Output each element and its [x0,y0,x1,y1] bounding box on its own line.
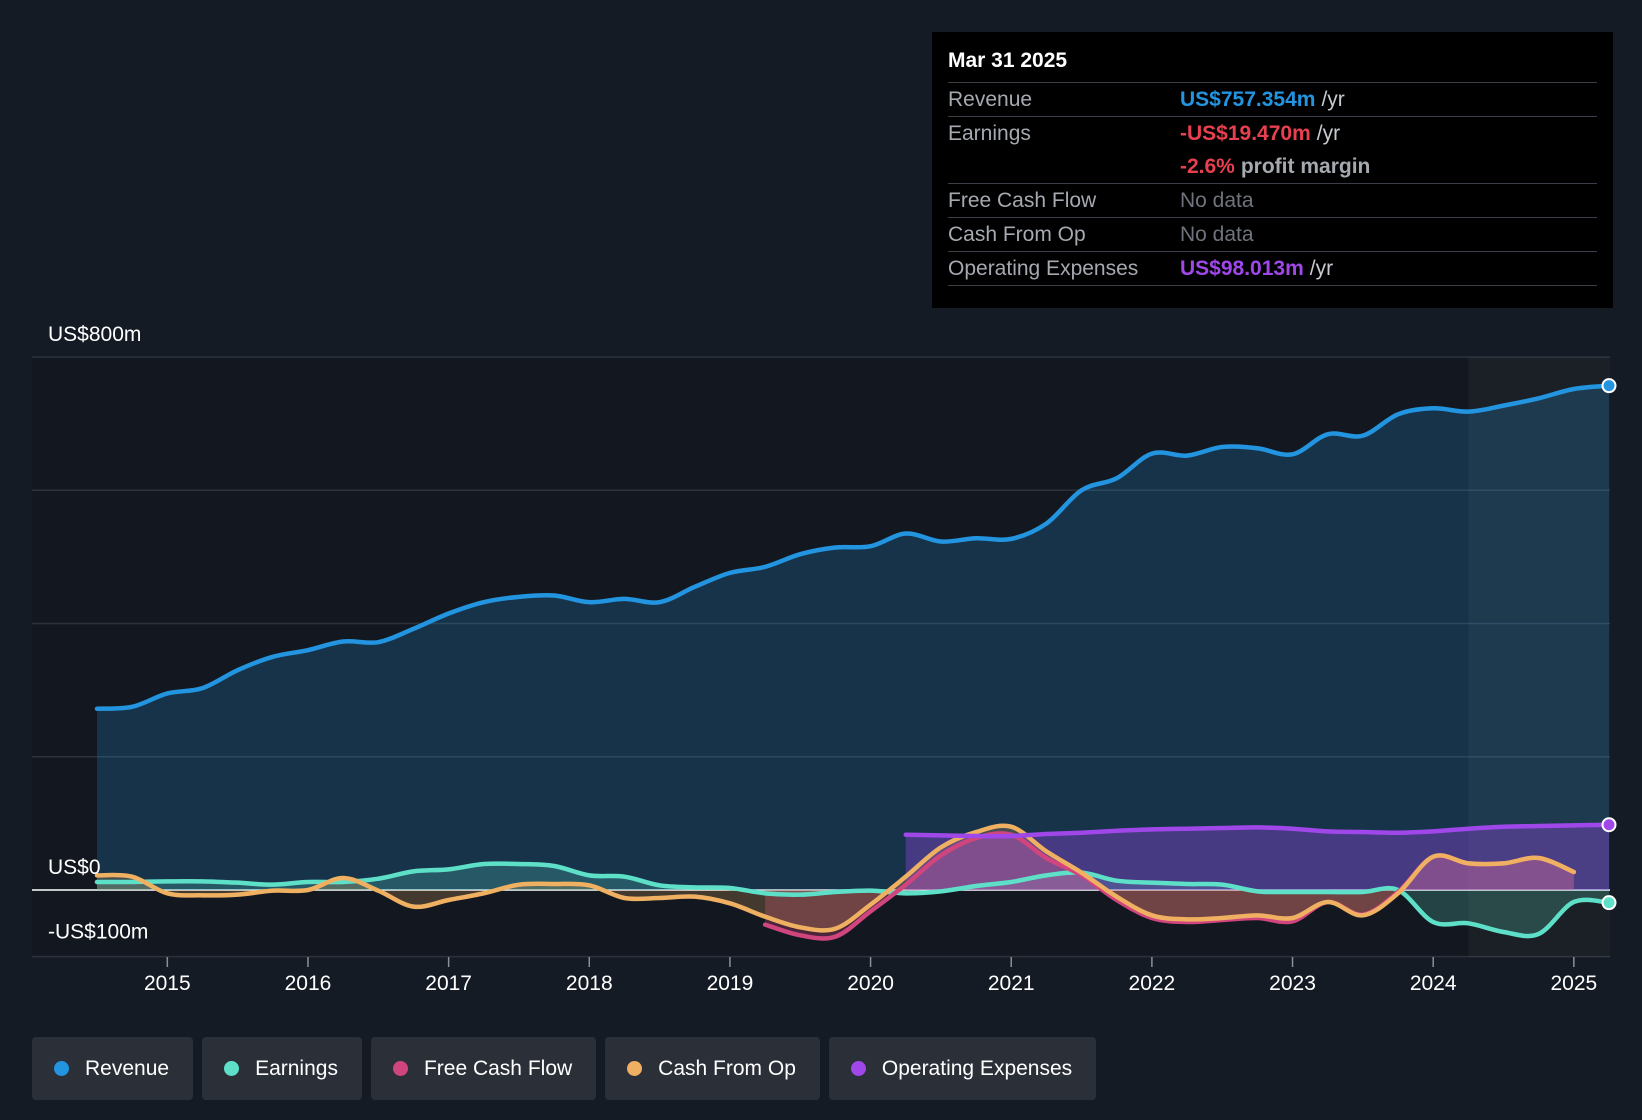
legend-dot-icon [224,1061,240,1076]
y-axis-label: US$0 [48,856,101,879]
x-tick-label: 2022 [1129,972,1176,995]
end-marker-earnings [1601,895,1617,911]
x-tick-label: 2018 [566,972,613,995]
x-tick-label: 2023 [1269,972,1316,995]
tooltip-row-profit-margin: -2.6% profit margin [948,150,1597,184]
legend-label: Free Cash Flow [423,1056,573,1080]
legend-dot-icon [392,1061,408,1076]
tooltip-unit: /yr [1321,88,1345,111]
area-free-cash-flow [765,833,1574,939]
tooltip-date: Mar 31 2025 [948,46,1597,83]
legend-dot-icon [850,1061,866,1076]
series-end-markers [1601,378,1617,911]
line-operating-expenses [903,822,1612,839]
tooltip-row-cash-from-op: Cash From Op No data [948,218,1597,252]
y-axis-label: -US$100m [48,921,148,944]
tooltip-unit: profit margin [1240,155,1371,178]
legend-dot-icon [54,1061,69,1076]
tooltip-row-free-cash-flow: Free Cash Flow No data [948,184,1597,218]
x-tick-label: 2024 [1410,972,1457,995]
tooltip-value: US$757.354m [1180,88,1316,111]
legend-item-revenue[interactable]: Revenue [32,1037,194,1100]
tooltip-label [948,150,1180,183]
tooltip-value: US$98.013m [1180,257,1304,280]
legend-label: Operating Expenses [881,1056,1073,1080]
line-earnings [94,861,1612,939]
tooltip-label: Revenue [948,88,1033,111]
legend-item-earnings[interactable]: Earnings [202,1037,362,1100]
legend-label: Revenue [85,1056,170,1080]
area-revenue [97,385,1609,890]
tooltip-panel: Mar 31 2025 Revenue US$757.354m /yr Earn… [932,32,1613,308]
tooltip-unit: /yr [1309,257,1334,280]
y-axis-label: US$800m [48,323,141,346]
gridlines [32,356,1610,958]
x-tick-label: 2017 [425,972,472,995]
legend-item-operating-expenses[interactable]: Operating Expenses [828,1037,1097,1100]
line-cash-from-op [94,823,1577,933]
tooltip-row-operating-expenses: Operating Expenses US$98.013m /yr [948,252,1597,286]
x-tick-label: 2019 [707,972,754,995]
legend-label: Earnings [255,1056,338,1080]
legend: Revenue Earnings Free Cash Flow Cash Fro… [32,1037,1097,1100]
x-axis-ticks: 2015 2016 2017 2018 2019 2020 2021 2022 2023 2024… [144,957,1597,995]
tooltip-label: Operating Expenses [948,257,1139,280]
x-tick-label: 2020 [847,972,894,995]
series-lines [94,383,1612,941]
line-revenue [94,383,1612,712]
x-tick-label: 2015 [144,972,191,995]
tooltip-label: Cash From Op [948,223,1086,246]
legend-item-cash-from-op[interactable]: Cash From Op [605,1037,820,1100]
legend-item-free-cash-flow[interactable]: Free Cash Flow [370,1037,597,1100]
tooltip-row-revenue: Revenue US$757.354m /yr [948,83,1597,117]
tooltip-value: No data [1180,223,1254,246]
legend-dot-icon [627,1061,643,1076]
area-cash-from-op [97,825,1574,931]
legend-label: Cash From Op [658,1056,796,1080]
tooltip-label: Earnings [948,122,1031,145]
y-axis-labels: US$800m US$0 -US$100m [48,323,148,944]
x-tick-label: 2021 [988,972,1035,995]
tooltip-label: Free Cash Flow [948,189,1097,212]
tooltip-value: No data [1180,189,1254,212]
tooltip-row-earnings: Earnings -US$19.470m /yr [948,117,1597,150]
end-marker-revenue [1601,378,1617,394]
x-tick-label: 2016 [285,972,332,995]
plot-background [32,357,1610,957]
tooltip-value: -US$19.470m [1180,122,1311,145]
tooltip-value: -2.6% [1180,155,1235,178]
area-earnings [97,863,1609,937]
tooltip-unit: /yr [1316,122,1341,145]
x-tick-label: 2025 [1550,972,1597,995]
end-marker-operating-expenses [1601,817,1617,833]
